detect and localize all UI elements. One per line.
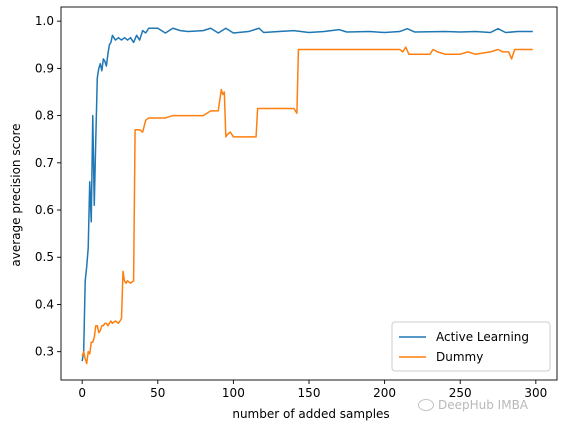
y-tick-label: 0.9 [35, 61, 54, 75]
x-tick-label: 200 [373, 386, 396, 400]
wechat-icon [418, 399, 434, 411]
y-tick-label: 0.8 [35, 109, 54, 123]
series-layer [81, 27, 533, 365]
x-tick-label: 300 [524, 386, 547, 400]
x-tick-label: 100 [222, 386, 245, 400]
y-axis-label: average precision score [9, 123, 23, 266]
legend-box [391, 321, 551, 372]
watermark-text: DeepHub IMBA [438, 398, 529, 412]
y-tick-label: 1.0 [35, 14, 54, 28]
x-tick-label: 250 [449, 386, 472, 400]
y-tick-label: 0.4 [35, 297, 54, 311]
legend: Active Learning Dummy [391, 321, 551, 372]
x-tick-label: 0 [78, 386, 86, 400]
watermark: DeepHub IMBA [418, 398, 528, 412]
ticks-layer: 0 50 100 150 200 250 300 0.3 0.4 0.5 0.6 0.7 0.8 0.9 1… [35, 14, 547, 400]
y-tick-label: 0.3 [35, 345, 54, 359]
series-line-dummy [81, 46, 533, 365]
x-tick-label: 150 [298, 386, 321, 400]
y-tick-label: 0.7 [35, 156, 54, 170]
y-tick-label: 0.5 [35, 250, 54, 264]
legend-label: Active Learning [436, 330, 529, 344]
y-tick-label: 0.6 [35, 203, 54, 217]
x-tick-label: 50 [150, 386, 165, 400]
legend-label: Dummy [436, 350, 483, 364]
x-axis-label: number of added samples [232, 407, 389, 421]
series-line-active-learning [81, 27, 533, 362]
